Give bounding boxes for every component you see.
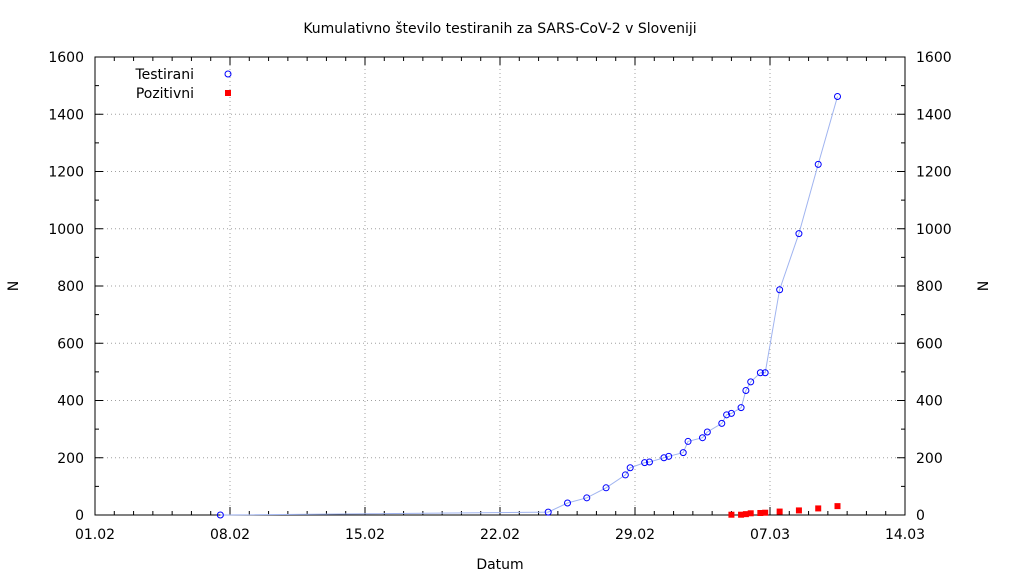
data-point <box>815 505 822 512</box>
data-point <box>776 286 784 294</box>
y2-axis-label: N <box>976 281 992 291</box>
legend: Testirani Pozitivni <box>134 67 232 102</box>
data-point <box>761 369 769 377</box>
x-tick-label: 14.03 <box>885 527 925 543</box>
data-point <box>747 378 755 386</box>
y-tick-label-left: 1400 <box>48 107 84 123</box>
data-point <box>742 511 749 518</box>
series-testirani <box>216 93 841 519</box>
data-point <box>699 434 706 442</box>
y-axis-label: N <box>6 281 22 291</box>
data-point <box>660 454 668 462</box>
data-point <box>834 93 841 101</box>
grid <box>95 57 905 515</box>
data-point <box>645 458 653 466</box>
y-tick-label-right: 1600 <box>916 50 952 66</box>
y-tick-label-left: 1200 <box>48 165 84 181</box>
data-point <box>703 428 711 436</box>
y-tick-label-left: 1000 <box>48 222 84 238</box>
y-tick-label-right: 1000 <box>916 222 952 238</box>
data-point <box>738 511 745 518</box>
data-point <box>795 230 803 238</box>
x-axis-label: Datum <box>476 557 523 573</box>
y-tick-label-left: 1600 <box>48 50 84 66</box>
data-point <box>544 508 552 516</box>
y-tick-label-right: 200 <box>916 451 943 467</box>
y-tick-label-left: 0 <box>75 508 84 524</box>
data-point <box>814 160 822 168</box>
legend-label: Pozitivni <box>136 86 194 102</box>
data-point <box>795 507 802 514</box>
y-tick-label-left: 200 <box>57 451 84 467</box>
data-point <box>679 449 687 457</box>
legend-marker <box>224 70 232 78</box>
data-point <box>641 459 649 467</box>
data-point <box>723 411 731 419</box>
data-point <box>727 409 735 417</box>
data-point <box>757 509 764 516</box>
y-tick-label-right: 1400 <box>916 107 952 123</box>
data-point <box>737 404 745 412</box>
data-point <box>216 511 224 519</box>
x-tick-label: 15.02 <box>345 527 385 543</box>
data-point <box>728 511 735 518</box>
data-point <box>564 499 571 507</box>
data-point <box>583 494 591 502</box>
data-point <box>834 503 841 510</box>
y-tick-label-right: 1200 <box>916 165 952 181</box>
y-tick-label-right: 600 <box>916 336 943 352</box>
series <box>216 93 841 519</box>
data-point <box>621 471 629 479</box>
data-point <box>742 386 750 394</box>
data-point <box>747 510 754 517</box>
series-pozitivni <box>728 503 841 518</box>
y-tick-label-left: 400 <box>57 394 84 410</box>
x-tick-label: 07.03 <box>750 527 790 543</box>
tick-labels: 0 0 200 200 400 400 600 600 800 800 1000 1000 1200 12… <box>48 50 951 543</box>
x-tick-label: 29.02 <box>615 527 655 543</box>
y-tick-label-left: 800 <box>57 279 84 295</box>
data-point <box>602 484 610 492</box>
chart-title: Kumulativno število testiranih za SARS-C… <box>303 21 696 37</box>
data-point <box>626 464 634 472</box>
y-tick-label-right: 400 <box>916 394 943 410</box>
data-point <box>756 369 764 377</box>
x-tick-label: 08.02 <box>210 527 250 543</box>
x-tick-label: 22.02 <box>480 527 520 543</box>
legend-marker <box>225 90 231 96</box>
data-point <box>665 452 673 460</box>
y-tick-label-left: 600 <box>57 336 84 352</box>
y-tick-label-right: 0 <box>916 508 925 524</box>
data-point <box>762 509 769 516</box>
y-tick-label-right: 800 <box>916 279 943 295</box>
series-line <box>220 96 838 516</box>
data-point <box>718 419 726 427</box>
data-point <box>684 437 692 445</box>
data-point <box>776 508 783 515</box>
x-tick-label: 01.02 <box>75 527 115 543</box>
legend-label: Testirani <box>134 67 194 83</box>
